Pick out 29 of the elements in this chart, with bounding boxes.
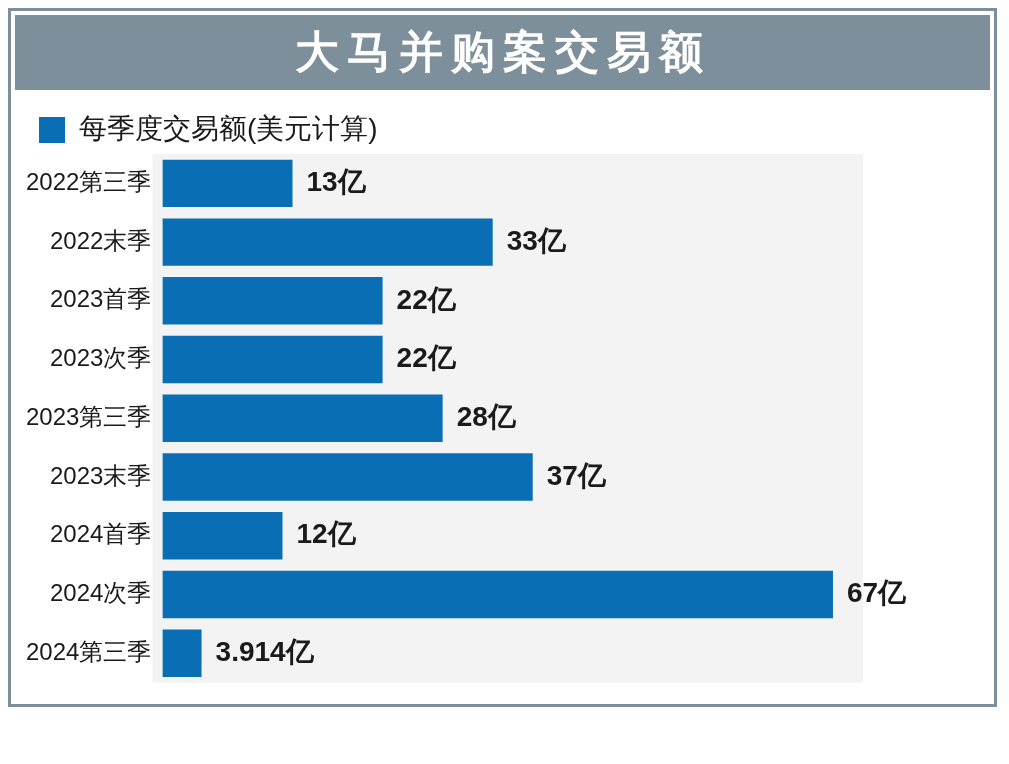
bar bbox=[162, 335, 383, 384]
data-label: 3.914亿 bbox=[215, 635, 315, 667]
y-tick-label: 2024次季 bbox=[50, 579, 152, 607]
bar bbox=[162, 629, 202, 677]
data-label: 67亿 bbox=[846, 577, 908, 609]
y-tick-label: 2024首季 bbox=[50, 520, 152, 548]
data-label: 28亿 bbox=[456, 401, 517, 433]
y-tick-label: 2022第三季 bbox=[26, 167, 152, 195]
legend-label: 每季度交易额(美元计算) bbox=[79, 112, 378, 144]
y-tick-label: 2023第三季 bbox=[26, 402, 152, 430]
y-tick-label: 2023次季 bbox=[50, 344, 152, 372]
data-label: 13亿 bbox=[306, 166, 367, 198]
data-label: 12亿 bbox=[296, 518, 357, 550]
bar bbox=[162, 277, 383, 325]
bar bbox=[162, 394, 443, 443]
y-tick-label: 2024第三季 bbox=[26, 637, 152, 665]
data-label: 22亿 bbox=[396, 283, 457, 315]
data-label: 37亿 bbox=[546, 459, 607, 491]
chart-title: 大马并购案交易额 bbox=[15, 15, 990, 90]
bar bbox=[162, 512, 283, 560]
data-label: 33亿 bbox=[506, 224, 567, 256]
bar bbox=[162, 218, 493, 266]
y-tick-label: 2022末季 bbox=[50, 226, 152, 254]
bar bbox=[162, 570, 833, 619]
y-tick-label: 2023首季 bbox=[50, 285, 152, 313]
bar bbox=[162, 453, 533, 501]
bar bbox=[162, 159, 293, 208]
data-label: 22亿 bbox=[396, 342, 457, 374]
y-tick-label: 2023末季 bbox=[50, 461, 152, 489]
